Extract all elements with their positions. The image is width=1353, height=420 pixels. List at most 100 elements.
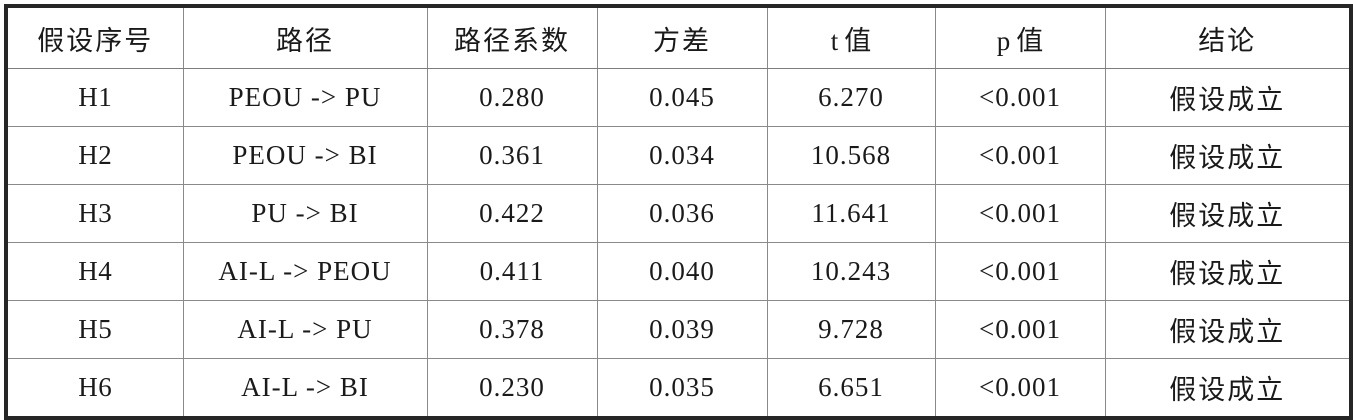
cell-value: 假设成立 — [1169, 259, 1286, 290]
cell-value: 0.280 — [479, 82, 545, 112]
cell-value: H5 — [78, 314, 113, 344]
column-header-hypothesis: 假设序号 — [6, 6, 184, 69]
cell-value: 0.045 — [649, 82, 715, 112]
cell-coefficient: 0.378 — [426, 300, 598, 359]
cell-value: PU -> BI — [251, 198, 359, 228]
cell-path: PU -> BI — [182, 184, 428, 243]
cell-value: <0.001 — [979, 140, 1061, 170]
table-header: 假设序号 路径 路径系数 方差 t 值 p 值结论 — [6, 6, 1351, 69]
column-header-label: 路径 — [276, 25, 334, 57]
cell-value: 0.040 — [649, 256, 715, 286]
cell-value: <0.001 — [979, 314, 1061, 344]
cell-coefficient: 0.411 — [426, 242, 598, 301]
cell-value: H6 — [78, 372, 113, 402]
cell-value: 假设成立 — [1169, 143, 1286, 174]
table-row: H3 PU -> BI 0.422 0.036 11.641 <0.001 假设成立 — [6, 184, 1351, 243]
header-cn-part: 值 — [1016, 25, 1044, 57]
cell-coefficient: 0.422 — [426, 184, 598, 243]
header-latin-part: p — [996, 25, 1011, 56]
cell-value: 0.034 — [649, 140, 715, 170]
cell-variance: 0.035 — [596, 358, 768, 418]
cell-value: <0.001 — [979, 198, 1061, 228]
header-cn-part: 值 — [844, 25, 872, 57]
cell-value: H4 — [78, 256, 113, 286]
cell-value: 假设成立 — [1169, 85, 1286, 116]
cell-variance: 0.039 — [596, 300, 768, 359]
cell-value: 0.422 — [479, 198, 545, 228]
cell-p_value: <0.001 — [934, 184, 1106, 243]
cell-value: 0.039 — [649, 314, 715, 344]
cell-t_value: 9.728 — [766, 300, 936, 359]
cell-t_value: 10.243 — [766, 242, 936, 301]
column-header-coefficient: 路径系数 — [426, 6, 598, 69]
cell-value: <0.001 — [979, 82, 1061, 112]
cell-hypothesis: H4 — [6, 242, 184, 301]
hypothesis-results-table: 假设序号 路径 路径系数 方差 t 值 p 值结论 H1 PEOU -> PU 0.280 0.04… — [4, 4, 1353, 420]
cell-coefficient: 0.280 — [426, 68, 598, 127]
cell-conclusion: 假设成立 — [1104, 184, 1351, 243]
cell-p_value: <0.001 — [934, 300, 1106, 359]
cell-variance: 0.045 — [596, 68, 768, 127]
table-body: H1 PEOU -> PU 0.280 0.045 6.270 <0.001 假设成立 H2 P… — [6, 68, 1351, 418]
cell-value: PEOU -> PU — [228, 82, 382, 112]
cell-variance: 0.036 — [596, 184, 768, 243]
cell-path: PEOU -> PU — [182, 68, 428, 127]
column-header-path: 路径 — [182, 6, 428, 69]
cell-value: PEOU -> BI — [232, 140, 378, 170]
table-row: H6 AI-L -> BI 0.230 0.035 6.651 <0.001 假设成立 — [6, 358, 1351, 418]
cell-variance: 0.040 — [596, 242, 768, 301]
column-header-label: 路径系数 — [454, 25, 570, 57]
cell-value: 9.728 — [818, 314, 884, 344]
cell-value: 10.243 — [810, 256, 892, 286]
cell-value: 假设成立 — [1169, 317, 1286, 348]
cell-value: <0.001 — [979, 372, 1061, 402]
cell-value: 假设成立 — [1169, 201, 1286, 232]
cell-p_value: <0.001 — [934, 242, 1106, 301]
column-header-label: 假设序号 — [37, 25, 154, 57]
cell-hypothesis: H3 — [6, 184, 184, 243]
cell-conclusion: 假设成立 — [1104, 300, 1351, 359]
cell-value: 0.035 — [649, 372, 715, 402]
cell-path: AI-L -> BI — [182, 358, 428, 418]
cell-value: 0.036 — [649, 198, 715, 228]
cell-conclusion: 假设成立 — [1104, 68, 1351, 127]
cell-conclusion: 假设成立 — [1104, 126, 1351, 185]
cell-t_value: 10.568 — [766, 126, 936, 185]
column-header-label: 结论 — [1198, 25, 1257, 57]
table-row: H4 AI-L -> PEOU 0.411 0.040 10.243 <0.001 假设成立 — [6, 242, 1351, 301]
column-header-variance: 方差 — [596, 6, 768, 69]
cell-t_value: 11.641 — [766, 184, 936, 243]
cell-variance: 0.034 — [596, 126, 768, 185]
cell-coefficient: 0.230 — [426, 358, 598, 418]
cell-value: 11.641 — [811, 198, 891, 228]
cell-value: H1 — [78, 82, 113, 112]
header-latin-part: t — [830, 25, 839, 56]
cell-p_value: <0.001 — [934, 126, 1106, 185]
cell-value: AI-L -> PEOU — [218, 256, 392, 286]
cell-value: AI-L -> BI — [241, 372, 369, 402]
cell-value: 0.230 — [479, 372, 545, 402]
cell-t_value: 6.651 — [766, 358, 936, 418]
cell-value: H3 — [78, 198, 113, 228]
cell-t_value: 6.270 — [766, 68, 936, 127]
table-row: H2 PEOU -> BI 0.361 0.034 10.568 <0.001 假设成立 — [6, 126, 1351, 185]
cell-value: AI-L -> PU — [237, 314, 373, 344]
cell-hypothesis: H6 — [6, 358, 184, 418]
cell-value: H2 — [78, 140, 113, 170]
cell-conclusion: 假设成立 — [1104, 242, 1351, 301]
cell-path: AI-L -> PEOU — [182, 242, 428, 301]
cell-path: PEOU -> BI — [182, 126, 428, 185]
cell-hypothesis: H1 — [6, 68, 184, 127]
cell-hypothesis: H5 — [6, 300, 184, 359]
table-row: H5 AI-L -> PU 0.378 0.039 9.728 <0.001 假设成立 — [6, 300, 1351, 359]
cell-value: 0.411 — [479, 256, 545, 286]
cell-value: 0.361 — [479, 140, 545, 170]
cell-hypothesis: H2 — [6, 126, 184, 185]
column-header-conclusion: 结论 — [1104, 6, 1351, 69]
cell-value: 6.270 — [818, 82, 884, 112]
table-row: H1 PEOU -> PU 0.280 0.045 6.270 <0.001 假设成立 — [6, 68, 1351, 127]
